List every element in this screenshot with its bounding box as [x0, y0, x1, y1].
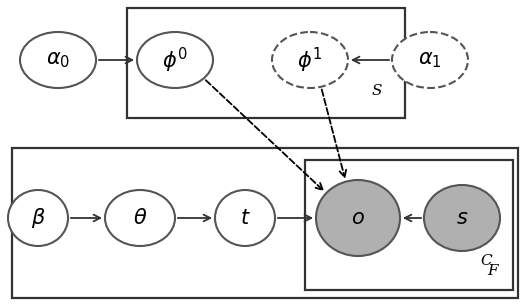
Ellipse shape — [20, 32, 96, 88]
Text: S: S — [371, 84, 382, 98]
Bar — [12, 148, 518, 298]
Bar — [305, 160, 513, 290]
Ellipse shape — [137, 32, 213, 88]
Ellipse shape — [272, 32, 348, 88]
Text: $t$: $t$ — [239, 209, 251, 228]
Ellipse shape — [392, 32, 468, 88]
Text: $\theta$: $\theta$ — [133, 208, 147, 228]
Text: $\phi^0$: $\phi^0$ — [162, 45, 188, 75]
Bar — [127, 8, 405, 118]
Text: $\alpha_0$: $\alpha_0$ — [46, 50, 70, 70]
Ellipse shape — [215, 190, 275, 246]
Text: C: C — [480, 254, 492, 268]
Text: F: F — [487, 264, 498, 278]
Text: $o$: $o$ — [351, 209, 365, 228]
Text: $\alpha_1$: $\alpha_1$ — [418, 50, 442, 70]
Text: $\phi^1$: $\phi^1$ — [297, 45, 322, 75]
Ellipse shape — [424, 185, 500, 251]
Text: $\beta$: $\beta$ — [31, 206, 45, 230]
Ellipse shape — [105, 190, 175, 246]
Text: $s$: $s$ — [456, 209, 468, 228]
Ellipse shape — [316, 180, 400, 256]
Ellipse shape — [8, 190, 68, 246]
